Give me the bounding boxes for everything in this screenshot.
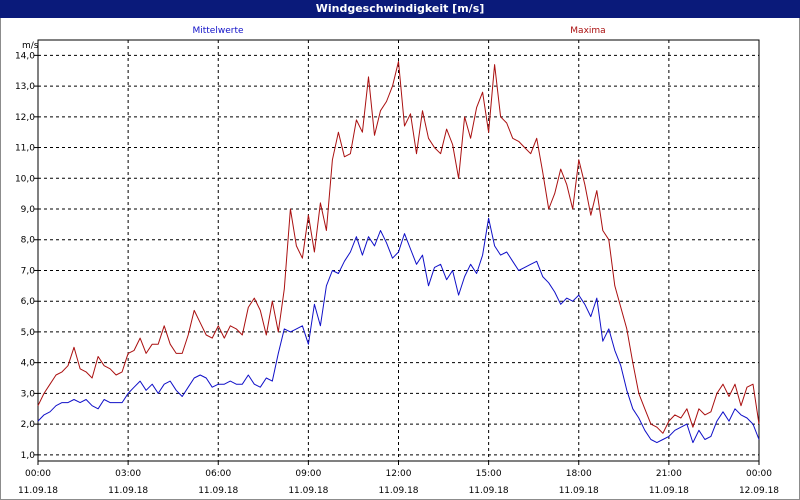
x-tick-time: 15:00 (476, 469, 502, 479)
x-tick-date: 11.09.18 (649, 486, 689, 496)
x-tick-date: 11.09.18 (18, 486, 58, 496)
x-tick-time: 12:00 (386, 469, 412, 479)
x-tick-date: 11.09.18 (288, 486, 328, 496)
y-tick-label: 3,0 (21, 389, 36, 399)
x-tick-date: 12.09.18 (739, 486, 779, 496)
y-tick-label: 14,0 (15, 51, 35, 61)
y-tick-label: 11,0 (15, 144, 35, 154)
x-tick-date: 11.09.18 (378, 486, 418, 496)
x-tick-date: 11.09.18 (469, 486, 509, 496)
y-tick-label: 12,0 (15, 113, 35, 123)
y-tick-label: 13,0 (15, 82, 35, 92)
x-tick-date: 11.09.18 (198, 486, 238, 496)
legend-maxima: Maxima (570, 26, 605, 36)
x-tick-time: 21:00 (656, 469, 682, 479)
legend-mittelwerte: Mittelwerte (192, 26, 243, 36)
y-axis-unit-label: m/s (22, 41, 39, 51)
series-line-mittelwerte (37, 217, 760, 444)
x-tick-time: 00:00 (25, 469, 51, 479)
x-tick-time: 06:00 (205, 469, 231, 479)
y-tick-label: 10,0 (15, 174, 35, 184)
x-tick-time: 18:00 (566, 469, 592, 479)
series-lines (37, 61, 760, 444)
y-tick-label: 9,0 (21, 205, 36, 215)
y-tick-label: 4,0 (21, 359, 36, 369)
y-axis-ticks: 1,0 2,0 3,0 4,0 5,0 6,0 7,0 8,0 9,0 10,0 11,0 12,0 1… (15, 51, 38, 461)
y-tick-label: 1,0 (21, 451, 36, 461)
y-tick-label: 6,0 (21, 297, 36, 307)
x-tick-time: 09:00 (295, 469, 321, 479)
x-tick-time: 00:00 (746, 469, 772, 479)
y-tick-label: 5,0 (21, 328, 36, 338)
x-tick-date: 11.09.18 (108, 486, 148, 496)
x-tick-time: 03:00 (115, 469, 141, 479)
x-axis-ticks: 00:00 11.09.18 03:00 11.09.18 06:00 11.09.18 0… (18, 461, 779, 496)
y-tick-label: 7,0 (21, 266, 36, 276)
y-tick-label: 2,0 (21, 420, 36, 430)
x-tick-date: 11.09.18 (559, 486, 599, 496)
chart-title: Windgeschwindigkeit [m/s] (0, 0, 800, 18)
series-line-maxima (37, 61, 760, 434)
y-tick-label: 8,0 (21, 236, 36, 246)
